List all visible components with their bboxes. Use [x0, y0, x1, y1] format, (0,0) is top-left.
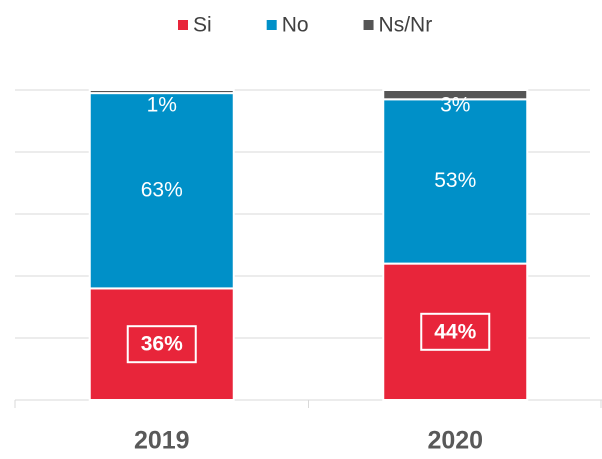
bar-segment — [382, 89, 529, 101]
value-label: 36% — [141, 333, 183, 356]
bar-segment — [88, 89, 235, 95]
value-label: 63% — [141, 178, 183, 201]
label-box — [420, 312, 491, 351]
legend-label: Ns/Nr — [379, 14, 433, 37]
bar-segment — [88, 287, 235, 401]
legend-label: Si — [193, 14, 212, 37]
label-box — [126, 325, 197, 364]
x-tick-label: 2020 — [427, 427, 483, 455]
x-tick-label: 2019 — [134, 427, 190, 455]
value-label: 3% — [440, 94, 470, 117]
value-label: 53% — [434, 169, 476, 192]
bar-segment — [382, 98, 529, 265]
bar-segment — [88, 92, 235, 290]
value-label: 1% — [147, 94, 177, 117]
legend-swatch — [363, 20, 374, 30]
value-label: 44% — [434, 320, 476, 343]
legend-swatch — [266, 20, 277, 30]
legend-swatch — [178, 20, 188, 30]
legend-label: No — [282, 14, 309, 37]
